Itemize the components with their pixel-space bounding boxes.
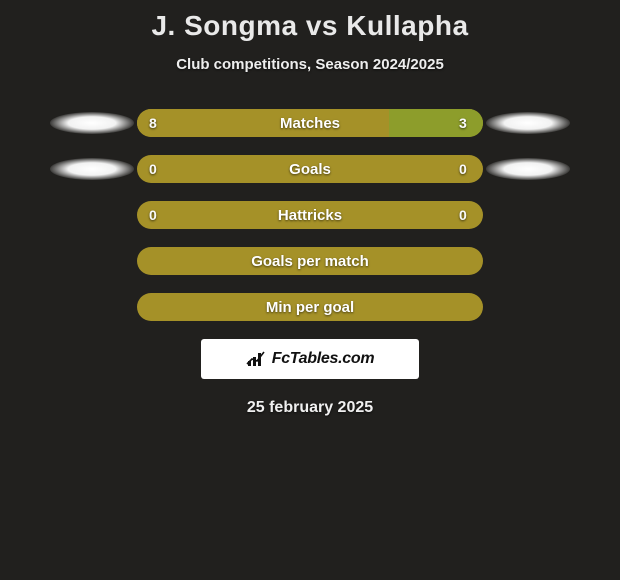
stat-value-left: 8 <box>149 115 161 131</box>
stat-bar: 8 Matches 3 <box>137 109 483 137</box>
avatar-right-slot <box>483 112 573 134</box>
stat-value-right: 0 <box>459 207 471 223</box>
footer-date: 25 february 2025 <box>0 399 620 417</box>
stat-value-right: 3 <box>459 115 471 131</box>
avatar-glow <box>50 112 134 134</box>
stat-row: 0 Hattricks 0 <box>0 201 620 229</box>
comparison-card: J. Songma vs Kullapha Club competitions,… <box>0 0 620 417</box>
brand-text: FcTables.com <box>272 350 375 368</box>
stat-row: Min per goal <box>0 293 620 321</box>
stat-bar: Min per goal <box>137 293 483 321</box>
title-player1: J. Songma <box>151 10 297 41</box>
stat-value-left: 0 <box>149 161 161 177</box>
stat-label: Min per goal <box>161 299 459 316</box>
subtitle: Club competitions, Season 2024/2025 <box>0 56 620 73</box>
bar-chart-icon <box>246 350 268 368</box>
stat-label: Goals <box>161 161 459 178</box>
stat-row: 0 Goals 0 <box>0 155 620 183</box>
avatar-glow <box>486 112 570 134</box>
stat-label: Hattricks <box>161 207 459 224</box>
stat-label: Matches <box>161 115 459 132</box>
brand-badge: FcTables.com <box>201 339 419 379</box>
stat-bar: 0 Goals 0 <box>137 155 483 183</box>
stat-label: Goals per match <box>161 253 459 270</box>
avatar-left-slot <box>47 158 137 180</box>
stat-value-left: 0 <box>149 207 161 223</box>
page-title: J. Songma vs Kullapha <box>0 10 620 42</box>
avatar-left-slot <box>47 112 137 134</box>
stat-value-right: 0 <box>459 161 471 177</box>
avatar-glow <box>50 158 134 180</box>
stat-bar: 0 Hattricks 0 <box>137 201 483 229</box>
stat-row: 8 Matches 3 <box>0 109 620 137</box>
avatar-glow <box>486 158 570 180</box>
stat-row: Goals per match <box>0 247 620 275</box>
title-vs: vs <box>306 10 338 41</box>
stat-bar: Goals per match <box>137 247 483 275</box>
title-player2: Kullapha <box>346 10 468 41</box>
stats-rows: 8 Matches 3 0 Goals 0 <box>0 109 620 321</box>
avatar-right-slot <box>483 158 573 180</box>
